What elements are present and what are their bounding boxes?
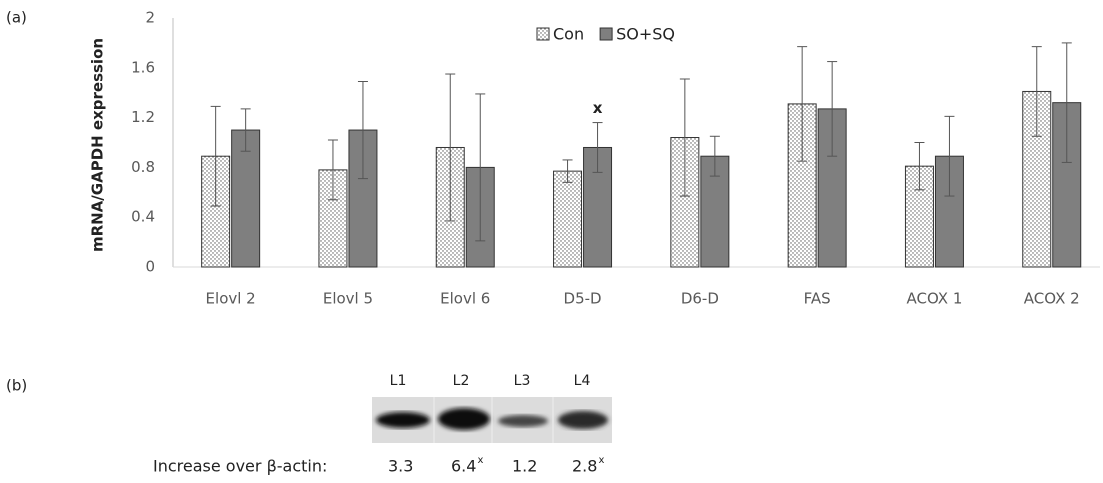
figure: (a) (b) mRNA/GAPDH expression Increase o… — [0, 0, 1103, 483]
significance-mark: x — [598, 455, 604, 466]
lane-value: 3.3 — [388, 457, 413, 476]
y-tick-label: 0.8 — [131, 158, 155, 176]
legend-label: SO+SQ — [616, 25, 675, 44]
lane-label: L4 — [574, 373, 591, 389]
y-tick-label: 0.4 — [131, 208, 155, 226]
lane-value: 6.4 — [451, 457, 476, 476]
significance-mark: x — [477, 455, 483, 466]
legend-swatch — [537, 28, 549, 40]
annotation: x — [593, 99, 603, 117]
x-tick-label: ACOX 2 — [1024, 290, 1080, 308]
lane-label: L2 — [453, 373, 470, 389]
panel-label: (b) — [6, 377, 27, 395]
x-tick-label: D6-D — [681, 290, 719, 308]
y-tick-label: 2 — [145, 9, 155, 27]
bar — [554, 171, 582, 267]
lane-label: L1 — [390, 373, 407, 389]
lane-value: 1.2 — [512, 457, 537, 476]
lane-label: L3 — [514, 373, 531, 389]
x-tick-label: ACOX 1 — [906, 290, 962, 308]
x-tick-label: Elovl 6 — [440, 290, 490, 308]
legend-swatch — [600, 28, 612, 40]
x-tick-label: D5-D — [564, 290, 602, 308]
blot-row-label: Increase over β-actin: — [153, 457, 327, 476]
y-axis-label: mRNA/GAPDH expression — [89, 38, 107, 252]
blot-image — [372, 397, 612, 443]
y-tick-label: 1.2 — [131, 108, 155, 126]
x-tick-label: FAS — [804, 290, 831, 308]
x-tick-label: Elovl 2 — [206, 290, 256, 308]
lane-value: 2.8 — [572, 457, 597, 476]
x-tick-label: Elovl 5 — [323, 290, 373, 308]
y-tick-label: 0 — [145, 258, 155, 276]
legend-label: Con — [553, 25, 584, 44]
panel-label: (a) — [6, 9, 27, 27]
y-tick-label: 1.6 — [131, 58, 155, 76]
